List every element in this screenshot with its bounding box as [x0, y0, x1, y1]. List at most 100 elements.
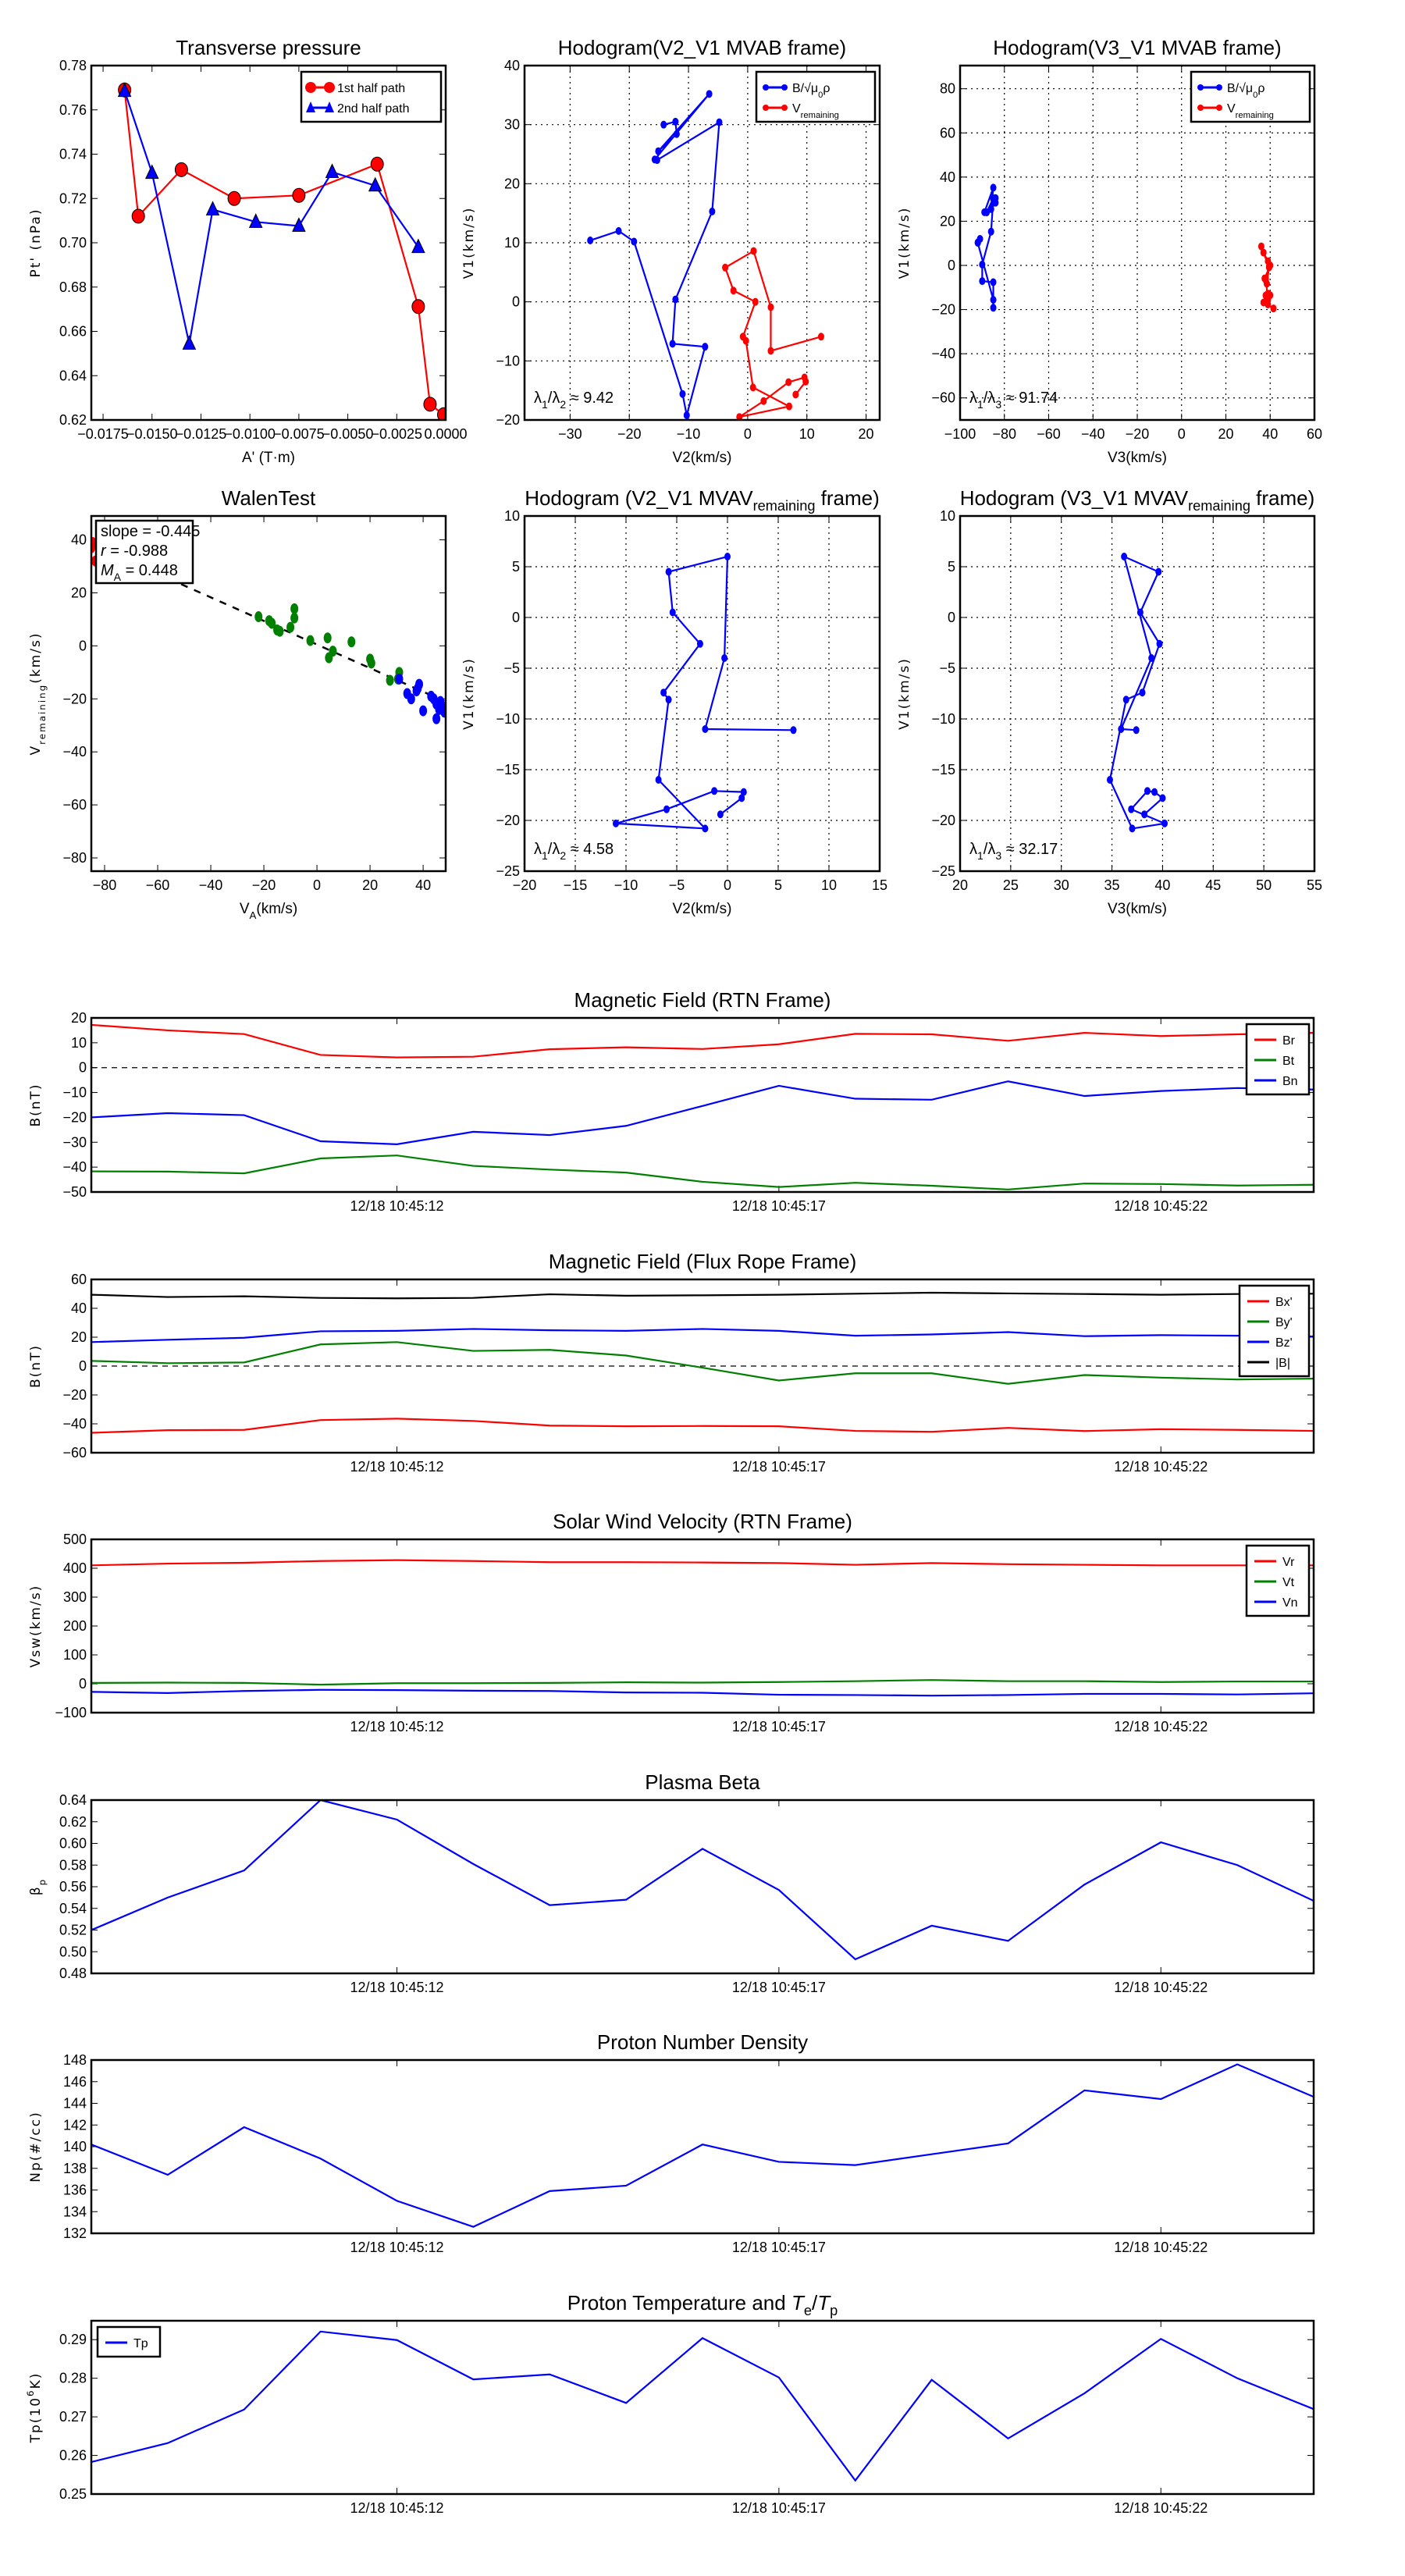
data-point — [790, 726, 797, 735]
scatter-point — [276, 625, 284, 637]
y-tick-label: 0 — [79, 638, 87, 653]
plot-area — [91, 1559, 1314, 1697]
x-tick-label: 15 — [872, 877, 887, 893]
text-part: frame) — [815, 486, 879, 510]
eigenvalue-ratio: λ1/λ3 ≈ 32.17 — [969, 841, 1058, 862]
text-part: Hodogram (V2_V1 MVAV — [525, 486, 753, 510]
legend-label: 2nd half path — [337, 102, 410, 116]
plot-area — [91, 1800, 1314, 1961]
y-tick-label: 20 — [504, 176, 520, 191]
y-tick-label: −40 — [931, 346, 955, 361]
data-point — [785, 402, 792, 411]
y-axis-label: Vsw(km/s) — [28, 1585, 44, 1668]
x-tick-label: −80 — [93, 877, 117, 893]
series-line — [91, 2063, 1314, 2228]
data-point — [248, 213, 263, 228]
y-tick-label: 100 — [63, 1647, 87, 1663]
text-part: = -0.988 — [106, 543, 169, 560]
x-tick-label: −15 — [564, 877, 588, 893]
scatter-point — [290, 603, 299, 614]
legend-item: Tp — [105, 2337, 148, 2350]
data-point — [651, 155, 658, 164]
y-tick-label: 0.64 — [59, 368, 87, 383]
data-point — [739, 333, 746, 341]
text-part: / — [812, 2291, 818, 2314]
data-point — [1151, 788, 1158, 796]
chart-proton-temperature: 12/18 10:45:12 12/18 10:45:17 12/18 10:45:… — [25, 2291, 1315, 2516]
series-line — [91, 1080, 1314, 1145]
legend-item: Vr — [1254, 1556, 1295, 1569]
data-point — [117, 82, 132, 98]
data-point — [1159, 794, 1166, 802]
text-part: 2 — [560, 398, 566, 411]
data-point — [981, 208, 988, 216]
y-tick-label: 0.25 — [59, 2486, 87, 2502]
y-tick-label: −40 — [62, 744, 87, 760]
data-point — [411, 238, 425, 254]
y-tick-label: 138 — [63, 2161, 87, 2176]
data-point — [436, 407, 446, 420]
text-part: (km/s) — [28, 632, 44, 684]
x-tick-label: −40 — [1081, 426, 1105, 442]
data-point — [752, 297, 759, 306]
x-tick-label: 40 — [1154, 877, 1170, 893]
y-axis-label: V1(km/s) — [461, 657, 477, 730]
axes-frame — [90, 1799, 1315, 1975]
x-axis-label: V3(km/s) — [1108, 450, 1167, 466]
x-tick-label: 30 — [1054, 877, 1069, 893]
legend-label: Br — [1282, 1034, 1296, 1048]
y-tick-label: 0.64 — [59, 1792, 87, 1808]
x-tick-label: −10 — [614, 877, 638, 893]
data-point — [672, 117, 679, 126]
text-part: |B| — [1275, 1357, 1290, 1370]
data-point — [665, 696, 672, 704]
y-tick-label: −50 — [62, 1184, 87, 1200]
y-tick-label: 0 — [948, 258, 955, 273]
y-axis-label: V1(km/s) — [897, 657, 912, 730]
series-line — [123, 91, 419, 344]
series-line — [589, 93, 720, 416]
text-part: V — [240, 901, 250, 917]
text-part: V2(km/s) — [673, 901, 732, 917]
scatter-point — [437, 699, 446, 711]
x-tick-label: 0 — [1178, 426, 1186, 442]
data-point — [1133, 726, 1140, 735]
y-tick-label: 0.27 — [59, 2409, 87, 2425]
x-tick-label: 12/18 10:45:22 — [1114, 1980, 1208, 1995]
x-tick-label: 0 — [724, 877, 731, 893]
x-tick-label: −0.0125 — [176, 426, 227, 442]
scatter-point — [412, 685, 421, 697]
series-line — [123, 90, 445, 416]
data-point — [683, 411, 690, 419]
x-tick-label: −40 — [199, 877, 223, 893]
y-tick-label: 40 — [504, 58, 520, 73]
plot-area — [974, 183, 1277, 313]
scatter-point — [329, 646, 337, 657]
y-tick-label: 0.56 — [59, 1879, 87, 1895]
chart-title: Hodogram(V3_V1 MVAB frame) — [993, 36, 1281, 59]
text-part: 1st half path — [337, 82, 405, 95]
axes-frame — [90, 1538, 1315, 1714]
scatter-point — [395, 673, 404, 685]
y-tick-label: 0.76 — [59, 102, 87, 118]
x-tick-label: −20 — [1126, 426, 1150, 442]
x-tick-label: 12/18 10:45:22 — [1114, 2500, 1208, 2516]
legend-label: Vt — [1282, 1576, 1295, 1589]
text-part: /λ — [548, 841, 560, 858]
data-point — [1264, 257, 1272, 265]
data-point — [1106, 776, 1113, 784]
legend-item: 2nd half path — [306, 101, 410, 116]
y-tick-label: −100 — [55, 1705, 87, 1720]
x-tick-label: −20 — [617, 426, 642, 442]
data-point — [660, 120, 667, 129]
legend-item: Bt — [1254, 1055, 1295, 1068]
y-tick-label: −40 — [62, 1159, 87, 1175]
text-part: V1(km/s) — [461, 207, 477, 279]
y-tick-label: 400 — [63, 1560, 87, 1576]
text-part: Bn — [1282, 1075, 1298, 1088]
axes-frame — [959, 514, 1316, 873]
chart-magnetic-field-flux-rope: 12/18 10:45:12 12/18 10:45:17 12/18 10:45:… — [28, 1250, 1315, 1475]
series-line — [1108, 555, 1168, 830]
legend-item: |B| — [1247, 1357, 1290, 1370]
